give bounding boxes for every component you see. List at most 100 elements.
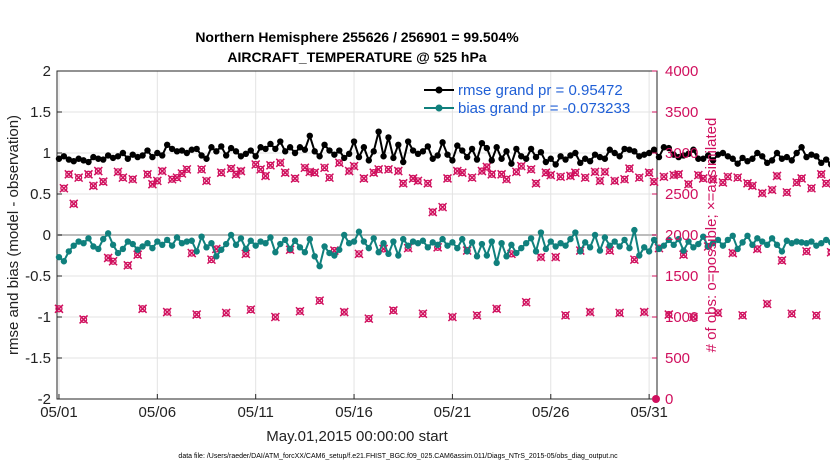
obs-marker bbox=[383, 164, 394, 174]
bias-point bbox=[242, 245, 250, 253]
bias-point bbox=[626, 244, 633, 252]
bias-point bbox=[385, 250, 392, 258]
legend-rmse-marker bbox=[435, 86, 443, 94]
rmse-point bbox=[55, 155, 63, 162]
rmse-point bbox=[704, 152, 712, 159]
obs-marker bbox=[152, 176, 162, 186]
bias-point bbox=[827, 239, 830, 246]
rmse-point bbox=[478, 139, 486, 147]
rmse-point bbox=[163, 141, 171, 148]
rmse-point bbox=[754, 149, 761, 157]
obs-marker bbox=[501, 174, 512, 184]
obs-marker bbox=[64, 169, 74, 179]
bias-point bbox=[586, 244, 594, 251]
y-right-tick-label: 3500 bbox=[665, 104, 698, 121]
rmse-point bbox=[724, 153, 732, 160]
obs-marker bbox=[644, 168, 654, 178]
bias-point bbox=[321, 243, 328, 250]
rmse-point bbox=[247, 147, 254, 154]
bias-point bbox=[173, 234, 181, 241]
y-right-tick-label: 2000 bbox=[665, 227, 698, 244]
bias-point bbox=[336, 246, 343, 253]
y-left-tick-label: 1.5 bbox=[30, 104, 51, 121]
rmse-point bbox=[173, 148, 181, 155]
obs-marker bbox=[531, 178, 541, 188]
bias-point bbox=[724, 236, 732, 244]
bias-point bbox=[139, 243, 146, 250]
rmse-point bbox=[296, 144, 304, 151]
obs-marker bbox=[265, 160, 275, 170]
rmse-point bbox=[454, 142, 461, 149]
rmse-point bbox=[385, 134, 392, 141]
bias-point bbox=[85, 235, 92, 242]
bias-point bbox=[675, 235, 682, 243]
rmse-point bbox=[375, 128, 382, 135]
obs-marker bbox=[747, 181, 757, 191]
rmse-point bbox=[567, 152, 574, 159]
obs-marker bbox=[438, 202, 448, 212]
obs-marker bbox=[570, 168, 580, 178]
bias-point bbox=[222, 240, 230, 248]
y-left-tick-label: 0.5 bbox=[30, 186, 51, 203]
rmse-point bbox=[65, 156, 73, 163]
obs-marker bbox=[142, 169, 153, 179]
rmse-point bbox=[788, 157, 795, 164]
rmse-point bbox=[104, 152, 112, 159]
bias-point bbox=[754, 235, 761, 242]
obs-marker bbox=[270, 312, 280, 322]
rmse-point bbox=[336, 147, 343, 154]
rmse-point bbox=[439, 139, 446, 146]
obs-marker bbox=[723, 172, 733, 182]
rmse-point bbox=[380, 153, 387, 160]
y-left-tick-label: 2 bbox=[43, 63, 51, 80]
rmse-point bbox=[719, 149, 727, 157]
bias-point bbox=[301, 249, 309, 256]
rmse-point bbox=[670, 151, 677, 158]
bias-point bbox=[822, 236, 830, 244]
rmse-point bbox=[729, 155, 736, 162]
chart-subtitle: AIRCRAFT_TEMPERATURE @ 525 hPa bbox=[227, 49, 486, 65]
rmse-point bbox=[611, 149, 618, 157]
obs-marker bbox=[369, 168, 379, 178]
obs-marker bbox=[457, 168, 467, 178]
rmse-point bbox=[193, 145, 200, 153]
rmse-point bbox=[390, 154, 397, 162]
y-right-tick-label: 1000 bbox=[665, 309, 698, 326]
bias-point bbox=[104, 230, 112, 237]
obs-marker bbox=[816, 169, 826, 179]
rmse-point bbox=[360, 144, 368, 151]
rmse-point bbox=[144, 147, 151, 154]
legend-bias-label: bias grand pr = -0.073233 bbox=[458, 100, 630, 117]
rmse-point bbox=[370, 148, 377, 155]
obs-marker bbox=[477, 166, 487, 176]
obs-marker bbox=[192, 310, 202, 320]
bias-point bbox=[709, 240, 717, 247]
obs-marker bbox=[74, 173, 84, 183]
obs-marker bbox=[442, 173, 453, 183]
obs-marker bbox=[767, 185, 777, 195]
bias-point bbox=[739, 239, 746, 246]
bias-point bbox=[306, 235, 313, 243]
rmse-point bbox=[700, 155, 707, 162]
bias-point bbox=[759, 238, 766, 245]
bias-point bbox=[690, 244, 697, 251]
bias-point bbox=[75, 238, 82, 245]
bias-point bbox=[513, 249, 520, 257]
rmse-point bbox=[272, 145, 279, 153]
bias-point bbox=[493, 259, 500, 267]
x-tick-label: 05/11 bbox=[237, 404, 273, 421]
rmse-point bbox=[591, 151, 599, 158]
obs-marker bbox=[260, 171, 271, 181]
bias-point bbox=[350, 238, 358, 245]
obs-marker bbox=[546, 170, 556, 180]
bias-point bbox=[370, 235, 377, 242]
rmse-point bbox=[636, 153, 643, 160]
rmse-point bbox=[114, 153, 122, 160]
bias-point bbox=[365, 244, 373, 252]
rmse-point bbox=[655, 153, 663, 161]
rmse-point bbox=[311, 148, 318, 155]
obs-marker bbox=[339, 307, 349, 317]
rmse-point bbox=[552, 161, 559, 168]
y-right-tick-label: 4000 bbox=[665, 63, 698, 80]
bias-point bbox=[468, 239, 476, 246]
